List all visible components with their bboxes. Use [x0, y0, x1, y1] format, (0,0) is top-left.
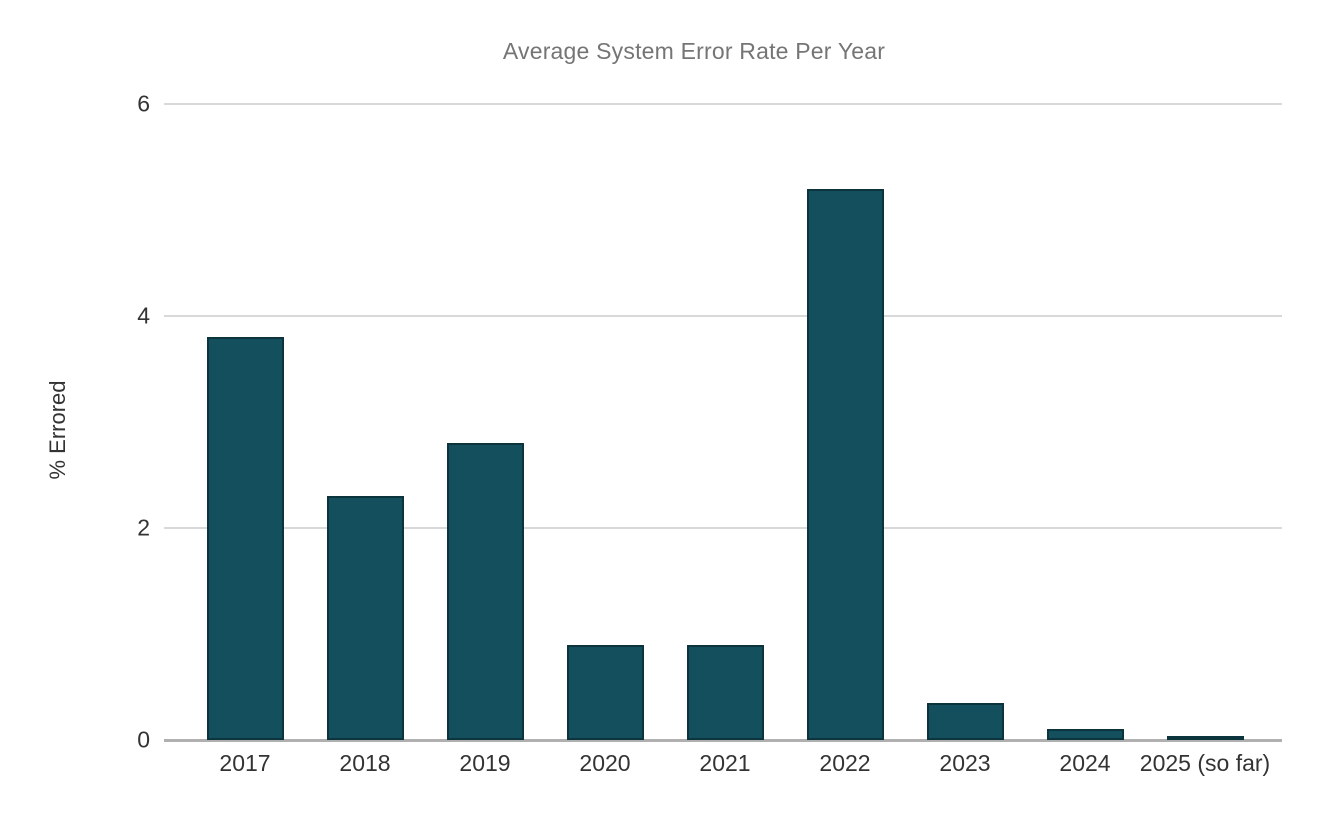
bar-2018 — [326, 496, 404, 740]
bar-2025-so-far- — [1166, 736, 1244, 740]
x-tick-label-2018: 2018 — [339, 750, 391, 776]
x-tick-label-2017: 2017 — [219, 750, 271, 776]
chart-title: Average System Error Rate Per Year — [502, 38, 886, 64]
x-tick-label-2021: 2021 — [699, 750, 751, 776]
bar-2019 — [446, 443, 524, 740]
x-tick-label-2023: 2023 — [939, 750, 991, 776]
bar-2022 — [806, 189, 884, 740]
x-tick-label-2022: 2022 — [819, 750, 871, 776]
bar-2017 — [206, 337, 284, 740]
bar-2024 — [1046, 729, 1124, 740]
y-axis-title: % Errored — [45, 380, 70, 480]
bar-2023 — [926, 703, 1004, 740]
x-tick-label-2020: 2020 — [579, 750, 631, 776]
x-axis-line — [164, 739, 1282, 742]
bar-2021 — [686, 645, 764, 740]
bar-2020 — [566, 645, 644, 740]
y-tick-label-6: 6 — [137, 90, 150, 117]
x-tick-label-2024: 2024 — [1059, 750, 1111, 776]
gridline-y4 — [164, 315, 1282, 317]
x-tick-label-2019: 2019 — [459, 750, 511, 776]
y-tick-label-4: 4 — [137, 302, 150, 329]
y-tick-label-0: 0 — [137, 726, 150, 753]
x-tick-label-2025-so-far-: 2025 (so far) — [1139, 750, 1271, 776]
gridline-y2 — [164, 527, 1282, 529]
gridline-y6 — [164, 103, 1282, 105]
plot-area — [164, 103, 1282, 742]
y-tick-label-2: 2 — [137, 514, 150, 541]
